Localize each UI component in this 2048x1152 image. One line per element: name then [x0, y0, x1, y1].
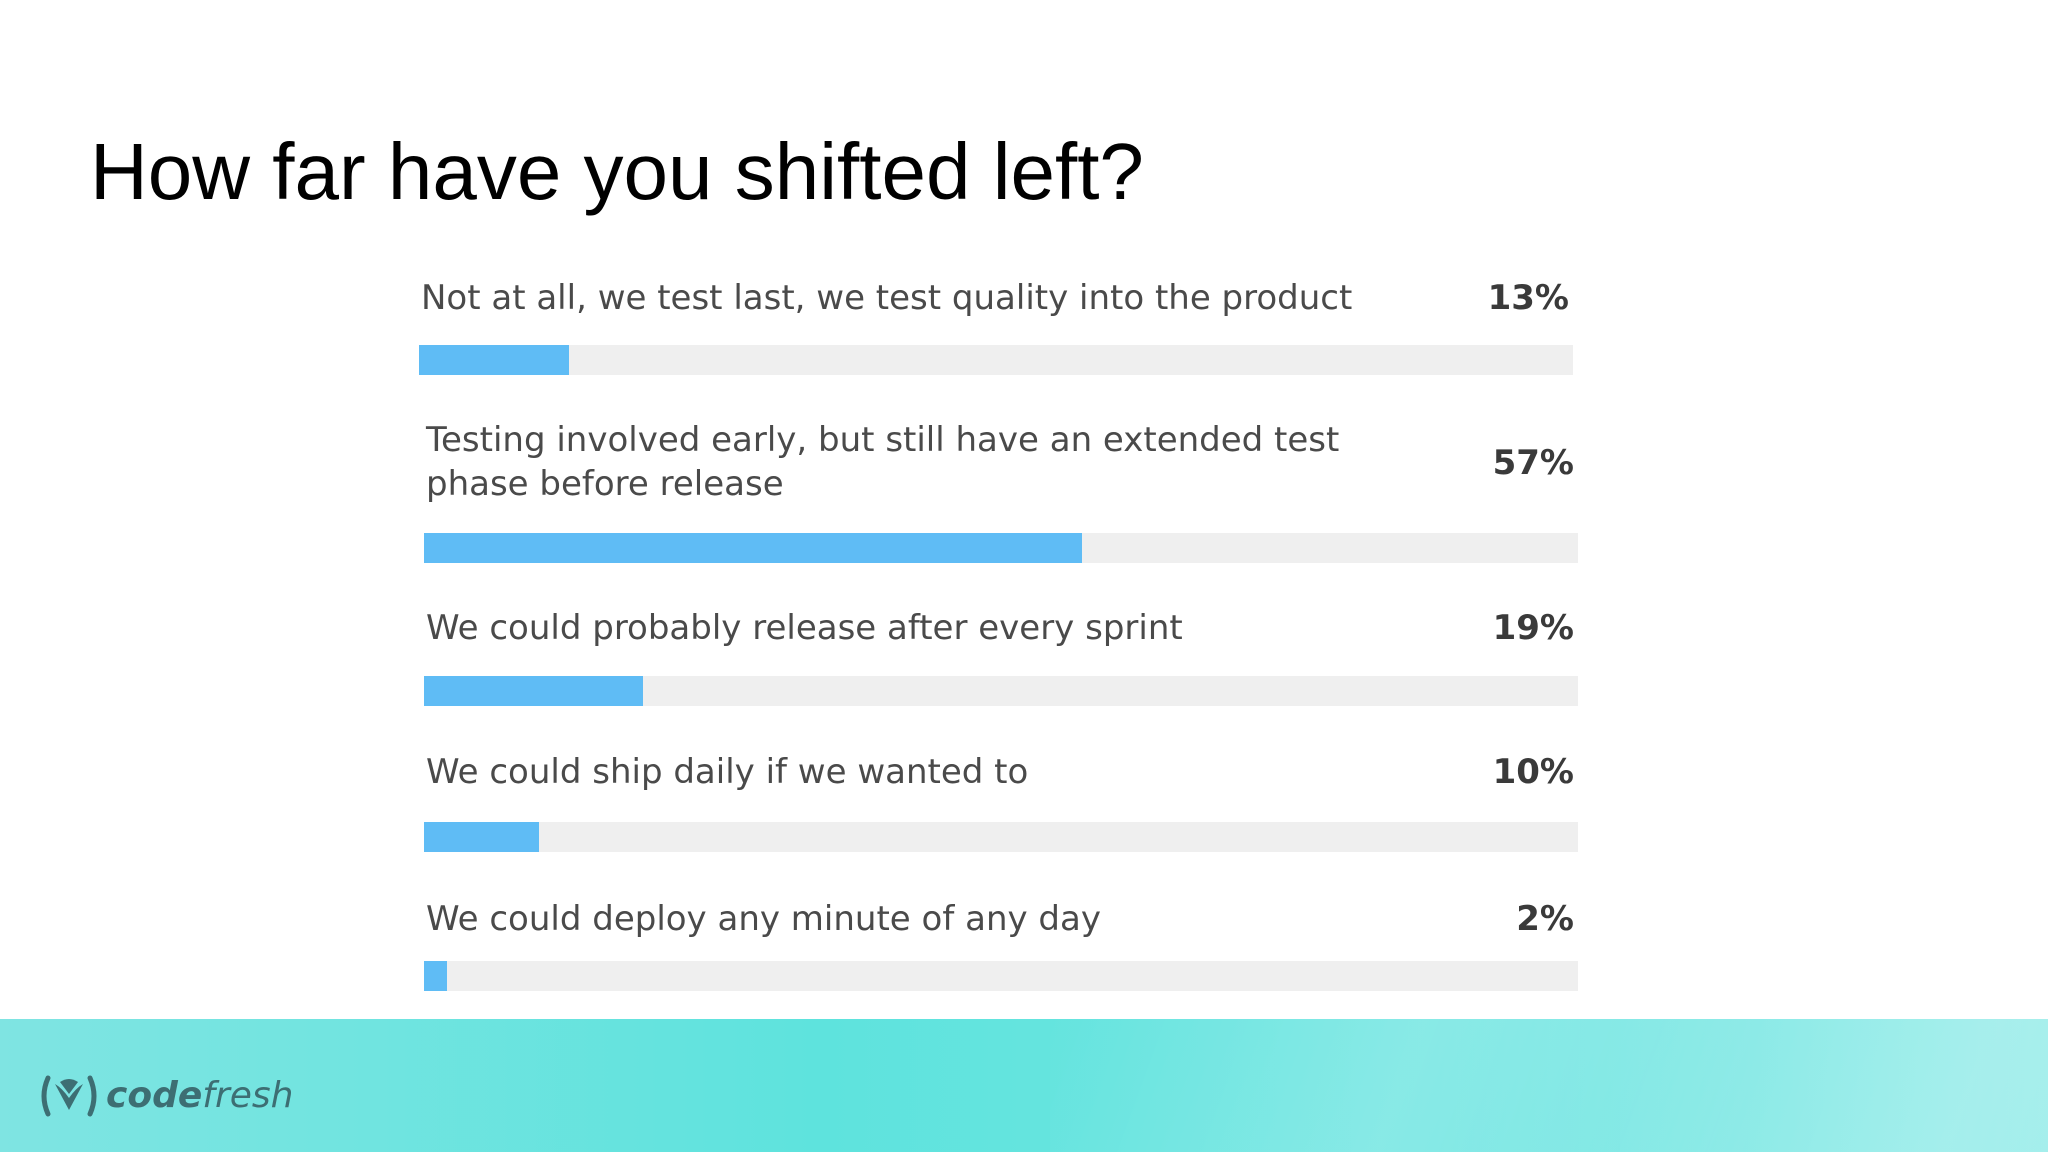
footer-band: codefresh — [0, 1019, 2048, 1152]
brand-name: codefresh — [106, 1074, 293, 1118]
poll-bar-track — [424, 676, 1578, 706]
footer-highlight — [1620, 1019, 2048, 1152]
codefresh-logo-icon — [41, 1075, 97, 1117]
poll-option-label: We could deploy any minute of any day — [426, 899, 1101, 939]
poll-option-percent: 19% — [1492, 608, 1574, 648]
brand-name-light: fresh — [202, 1075, 294, 1116]
brand-name-strong: code — [106, 1075, 203, 1116]
poll-option-percent: 13% — [1487, 278, 1569, 318]
footer-highlight — [1050, 1019, 1750, 1152]
poll-option-percent: 10% — [1492, 752, 1574, 792]
poll-bar-fill — [424, 676, 643, 706]
poll-bar-track — [419, 345, 1573, 375]
poll-bar-fill — [424, 822, 539, 852]
poll-option-percent: 2% — [1516, 899, 1574, 939]
poll-option-label: Not at all, we test last, we test qualit… — [421, 278, 1353, 318]
poll-option-label: We could ship daily if we wanted to — [426, 752, 1029, 792]
poll-bar-fill — [424, 533, 1082, 563]
poll-bar-track — [424, 533, 1578, 563]
poll-bar-fill — [419, 345, 569, 375]
poll-bar-track — [424, 961, 1578, 991]
poll-bar-track — [424, 822, 1578, 852]
poll-option-percent: 57% — [1492, 443, 1574, 483]
codefresh-logo: codefresh — [38, 1071, 293, 1121]
page-title: How far have you shifted left? — [90, 127, 1144, 216]
poll-option-label: Testing involved early, but still have a… — [426, 420, 1340, 504]
poll-option-label: We could probably release after every sp… — [426, 608, 1183, 648]
poll-bar-fill — [424, 961, 447, 991]
